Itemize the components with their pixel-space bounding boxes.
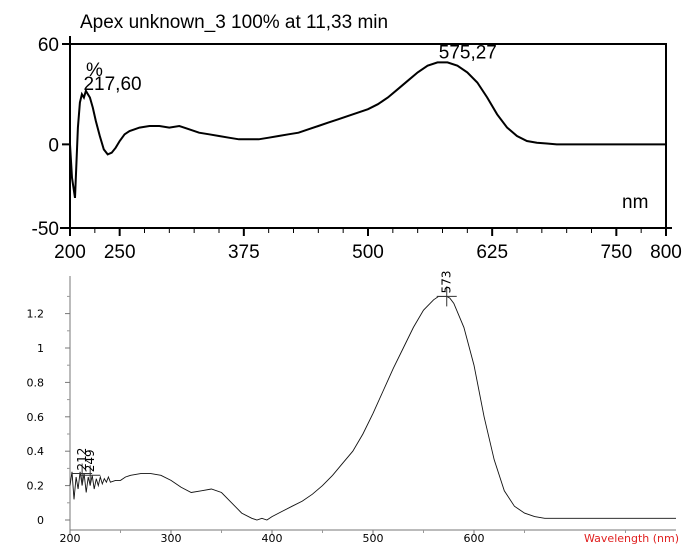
- top-x-unit-label: nm: [622, 192, 648, 213]
- top-peak-annotations: 217,60 575,27: [83, 42, 496, 95]
- bottom-peak-label: 249: [83, 449, 97, 472]
- top-spectrum-line: [69, 61, 666, 199]
- top-x-tick-label: 750: [600, 242, 632, 263]
- top-chart-frame: [69, 43, 667, 229]
- bottom-chart: 0 0.2 0.4 0.6 0.8 1 1.2 200 300 400 500 600 573 212…: [27, 270, 680, 545]
- top-x-tick-label: 375: [228, 242, 260, 263]
- top-y-ticks: -50 0 60: [32, 35, 70, 240]
- top-x-tick-label: 500: [352, 242, 384, 263]
- bottom-peak-label: 212: [75, 448, 89, 471]
- top-x-tick-label: 250: [104, 242, 136, 263]
- top-x-tick-label: 800: [650, 242, 682, 263]
- bottom-y-tick-label: 0.2: [27, 480, 45, 493]
- top-x-tick-label: 625: [476, 242, 508, 263]
- bottom-peak-label: 573: [440, 270, 454, 293]
- bottom-x-tick-label: 500: [363, 532, 384, 545]
- bottom-x-ticks: 200 300 400 500 600: [60, 530, 626, 545]
- bottom-y-tick-label: 0.4: [27, 445, 45, 458]
- top-x-ticks: 200 250 375 500 625 750 800: [54, 228, 682, 263]
- bottom-y-tick-label: 1.2: [27, 308, 45, 321]
- top-peak-label: 217,60: [83, 74, 141, 95]
- bottom-spectrum-line: [69, 295, 676, 521]
- bottom-x-tick-label: 400: [262, 532, 283, 545]
- top-peak-label: 575,27: [439, 42, 497, 63]
- bottom-x-axis-label: Wavelength (nm): [584, 532, 679, 545]
- top-y-unit-label: %: [86, 60, 103, 81]
- bottom-y-tick-label: 1: [37, 342, 44, 355]
- bottom-y-tick-label: 0: [37, 514, 44, 527]
- top-x-tick-label: 200: [54, 242, 86, 263]
- bottom-x-tick-label: 300: [161, 532, 182, 545]
- top-y-tick-label: -50: [32, 219, 59, 240]
- top-chart: Apex unknown_3 100% at 11,33 min -50060 …: [32, 12, 682, 263]
- top-chart-title: Apex unknown_3 100% at 11,33 min: [80, 12, 388, 33]
- bottom-x-tick-label: 200: [60, 532, 81, 545]
- bottom-y-tick-label: 0.6: [27, 411, 45, 424]
- bottom-x-tick-label: 600: [464, 532, 485, 545]
- bottom-y-ticks: 0 0.2 0.4 0.6 0.8 1 1.2: [27, 295, 70, 527]
- bottom-y-tick-label: 0.8: [27, 376, 45, 389]
- top-y-tick-label: 0: [48, 135, 59, 156]
- top-y-tick-label: 60: [38, 35, 59, 56]
